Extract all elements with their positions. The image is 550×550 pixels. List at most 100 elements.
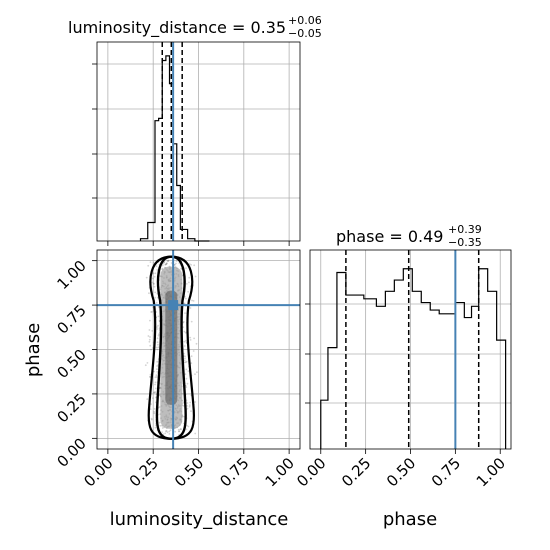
x-tick-label-phase: 0.50 bbox=[383, 454, 419, 490]
scatter-point bbox=[157, 324, 159, 327]
scatter-point bbox=[150, 417, 153, 420]
scatter-point bbox=[153, 411, 156, 413]
scatter-point bbox=[188, 405, 191, 408]
scatter-point bbox=[153, 285, 156, 288]
scatter-point bbox=[161, 427, 164, 429]
x-tick-label-luminosity-distance: 0.00 bbox=[80, 454, 116, 490]
scatter-point bbox=[181, 402, 184, 405]
scatter-point bbox=[149, 408, 152, 411]
x-tick-label-phase: 0.25 bbox=[338, 454, 374, 490]
histogram-step-line bbox=[320, 268, 507, 449]
scatter-point bbox=[183, 415, 185, 418]
scatter-point bbox=[147, 335, 150, 337]
truth-marker bbox=[168, 300, 179, 311]
scatter-point bbox=[165, 263, 167, 266]
x-tick-label-luminosity-distance: 1.00 bbox=[262, 454, 298, 490]
scatter-point bbox=[156, 348, 159, 351]
scatter-point bbox=[186, 407, 189, 410]
scatter-point bbox=[185, 428, 188, 431]
scatter-point bbox=[145, 276, 148, 279]
scatter-point bbox=[178, 430, 181, 433]
y-tick-label-phase: 1.00 bbox=[53, 257, 89, 293]
scatter-point bbox=[146, 398, 149, 400]
scatter-point bbox=[149, 319, 151, 322]
scatter-point bbox=[155, 265, 158, 268]
scatter-point bbox=[155, 387, 157, 390]
scatter-point bbox=[168, 430, 171, 433]
scatter-point bbox=[192, 350, 195, 352]
scatter-point bbox=[191, 299, 193, 302]
scatter-point bbox=[158, 393, 161, 396]
scatter-point bbox=[161, 264, 164, 267]
scatter-point bbox=[149, 336, 151, 338]
scatter-point bbox=[150, 403, 152, 405]
scatter-point bbox=[194, 432, 197, 435]
histogram-step-line bbox=[139, 55, 210, 242]
scatter-point bbox=[153, 275, 156, 278]
scatter-point bbox=[183, 359, 186, 362]
title-phase-sup: +0.39 bbox=[448, 223, 482, 236]
scatter-point bbox=[184, 312, 186, 314]
scatter-point bbox=[164, 263, 167, 266]
scatter-point bbox=[156, 269, 159, 271]
scatter-point bbox=[185, 377, 188, 380]
title-luminosity-distance-sup: +0.06 bbox=[288, 14, 322, 27]
scatter-point bbox=[190, 264, 193, 266]
scatter-point bbox=[164, 432, 167, 435]
x-axis-label-luminosity-distance: luminosity_distance bbox=[110, 509, 289, 530]
scatter-point bbox=[155, 374, 158, 377]
scatter-point bbox=[156, 365, 159, 367]
scatter-point bbox=[183, 330, 186, 333]
scatter-point bbox=[160, 424, 163, 427]
phase-histogram bbox=[305, 249, 512, 454]
scatter-point bbox=[185, 297, 187, 300]
scatter-point bbox=[149, 344, 152, 347]
x-axis-label-phase: phase bbox=[383, 509, 437, 530]
scatter-point bbox=[146, 362, 149, 364]
scatter-point bbox=[152, 261, 155, 264]
scatter-point bbox=[158, 421, 161, 424]
scatter-point bbox=[192, 300, 195, 302]
scatter-point bbox=[186, 382, 189, 385]
scatter-point bbox=[162, 433, 165, 436]
scatter-point bbox=[179, 428, 182, 430]
scatter-point bbox=[187, 290, 190, 293]
scatter-point bbox=[157, 334, 160, 337]
contour-inner bbox=[155, 255, 187, 440]
scatter-point bbox=[152, 277, 154, 280]
luminosity-distance-histogram bbox=[92, 41, 301, 246]
scatter-point bbox=[190, 355, 193, 358]
scatter-point bbox=[183, 302, 186, 305]
scatter-point bbox=[155, 346, 158, 349]
scatter-point bbox=[158, 306, 160, 309]
scatter-point bbox=[188, 276, 191, 279]
scatter-point bbox=[151, 330, 154, 332]
scatter-point bbox=[156, 337, 159, 340]
x-tick-label-luminosity-distance: 0.25 bbox=[126, 454, 162, 490]
scatter-point bbox=[156, 326, 158, 328]
scatter-point bbox=[154, 383, 157, 386]
y-tick-label-phase: 0.25 bbox=[53, 390, 89, 426]
scatter-point bbox=[183, 345, 186, 347]
scatter-point bbox=[154, 296, 157, 299]
scatter-point bbox=[151, 311, 153, 313]
y-tick-label-phase: 0.00 bbox=[53, 434, 89, 470]
scatter-point bbox=[166, 260, 169, 263]
scatter-point bbox=[194, 373, 196, 376]
scatter-point bbox=[185, 368, 188, 371]
scatter-point bbox=[190, 410, 192, 412]
scatter-point bbox=[193, 264, 196, 267]
scatter-point bbox=[196, 371, 198, 374]
scatter-point bbox=[151, 281, 153, 284]
scatter-point bbox=[186, 405, 189, 407]
scatter-point bbox=[147, 264, 150, 267]
scatter-point bbox=[185, 267, 187, 270]
scatter-point bbox=[180, 268, 183, 270]
scatter-point bbox=[189, 336, 192, 339]
scatter-point bbox=[154, 381, 157, 384]
scatter-point bbox=[150, 311, 153, 313]
scatter-point bbox=[157, 343, 159, 346]
title-phase-sub: −0.35 bbox=[448, 236, 482, 249]
scatter-point bbox=[194, 275, 197, 278]
scatter-point bbox=[154, 376, 157, 379]
